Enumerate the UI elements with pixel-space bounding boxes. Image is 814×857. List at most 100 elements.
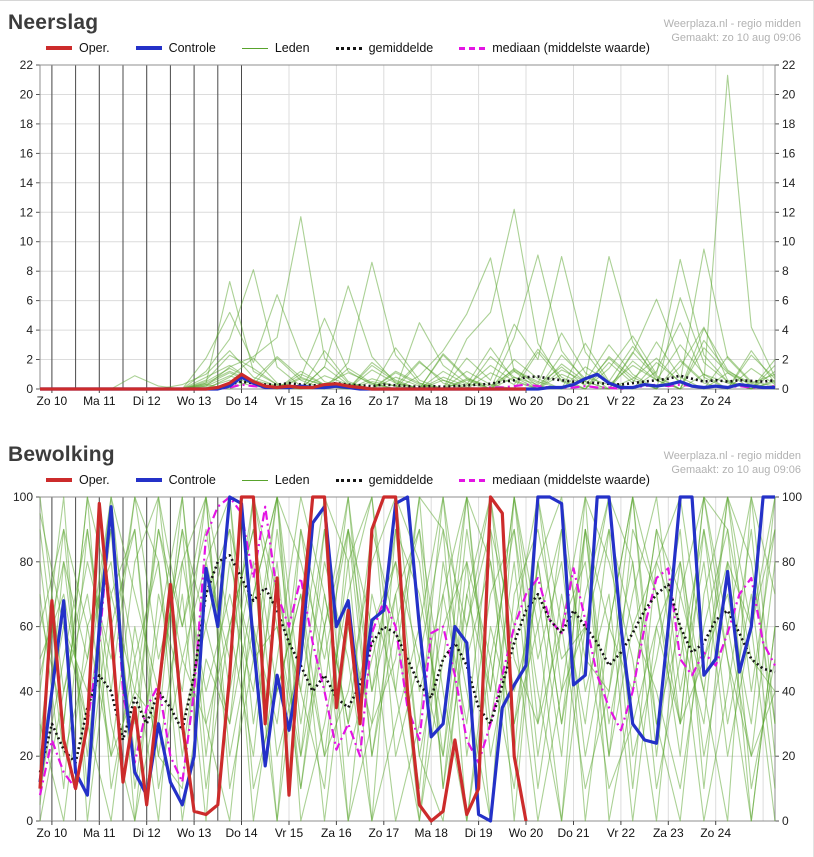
leden-line xyxy=(40,208,776,390)
axis-tick-label: Zo 17 xyxy=(368,394,399,408)
legend-item-mediaan: mediaan (middelste waarde) xyxy=(459,41,650,55)
axis-tick-label: Di 12 xyxy=(133,394,161,408)
legend-item-oper: Oper. xyxy=(46,41,110,55)
axis-tick-label: Za 23 xyxy=(653,826,684,840)
leden-line xyxy=(39,496,776,822)
legend-item-controle: Controle xyxy=(135,473,216,487)
legend-label-gemiddelde: gemiddelde xyxy=(368,473,434,487)
axis-tick-label: Vr 22 xyxy=(607,826,636,840)
axis-tick-label: Ma 11 xyxy=(83,394,116,408)
axis-tick-label: Ma 18 xyxy=(415,394,449,408)
controle-line-sample-icon xyxy=(135,478,162,482)
mediaan-line-sample-icon xyxy=(459,46,486,50)
axis-tick-label: 100 xyxy=(13,491,33,504)
axis-tick-label: 6 xyxy=(26,294,33,308)
axis-tick-label: Za 23 xyxy=(653,394,684,408)
axis-tick-label: 14 xyxy=(20,176,34,190)
watermark-credit: Weerplaza.nl - regio midden Gemaakt: zo … xyxy=(664,450,801,477)
axis-tick-label: Wo 20 xyxy=(509,394,544,408)
axis-tick-label: Zo 17 xyxy=(368,826,399,840)
watermark-source: Weerplaza.nl - regio midden xyxy=(663,450,801,462)
gemiddelde-line xyxy=(40,374,776,391)
axis-tick-label: 0 xyxy=(26,814,33,828)
axis-tick-label: Za 16 xyxy=(321,394,352,408)
legend-label-mediaan: mediaan (middelste waarde) xyxy=(492,41,650,55)
axis-tick-label: 14 xyxy=(782,176,796,190)
legend-label-oper: Oper. xyxy=(79,473,110,487)
bewolking-chart-block: Bewolking Weerplaza.nl - regio midden Ge… xyxy=(0,433,813,843)
axis-tick-label: 22 xyxy=(782,59,796,72)
axis-tick-label: 40 xyxy=(782,684,796,698)
plot-border xyxy=(39,64,776,390)
legend-item-controle: Controle xyxy=(135,41,216,55)
axis-tick-label: Ma 18 xyxy=(415,826,449,840)
axis-tick-label: 10 xyxy=(782,235,796,249)
axis-tick-label: 20 xyxy=(20,749,34,763)
axis-tick-label: Zo 10 xyxy=(37,394,68,408)
leden-line xyxy=(39,496,776,822)
axis-tick-label: Vr 15 xyxy=(275,826,304,840)
controle-line-sample-icon xyxy=(135,46,162,50)
axis-tick-label: 22 xyxy=(20,59,34,72)
legend-label-controle: Controle xyxy=(168,473,216,487)
legend-label-leden: Leden xyxy=(274,473,310,487)
axis-tick-label: Zo 24 xyxy=(700,826,731,840)
axis-tick-label: 0 xyxy=(26,382,33,396)
oper-line xyxy=(38,495,528,823)
axis-tick-label: Do 14 xyxy=(225,826,257,840)
axis-tick-label: 20 xyxy=(782,87,796,101)
axis-tick-label: 6 xyxy=(782,294,789,308)
mediaan-line xyxy=(38,495,776,796)
axis-tick-label: 20 xyxy=(20,87,34,101)
axis-tick-label: 18 xyxy=(20,117,34,131)
gemiddelde-line-sample-icon xyxy=(335,478,362,482)
neerslag-chart-wrap: Weerplaza.nl - regio midden Gemaakt: zo … xyxy=(0,18,813,411)
axis-tick-label: 10 xyxy=(20,235,34,249)
axis-tick-label: Vr 15 xyxy=(275,394,304,408)
leden-line xyxy=(40,74,776,390)
axis-tick-label: Di 12 xyxy=(133,826,161,840)
axis-tick-label: 16 xyxy=(782,146,796,160)
leden-line xyxy=(39,496,776,822)
watermark-made-at: Gemaakt: zo 10 aug 09:06 xyxy=(671,463,801,476)
axis-tick-label: 4 xyxy=(26,323,33,337)
axis-tick-label: Wo 13 xyxy=(177,394,212,408)
mediaan-line-sample-icon xyxy=(459,478,486,482)
legend-bewolking: Oper. Controle Leden gemiddelde mediaan … xyxy=(46,469,813,491)
controle-line xyxy=(38,495,775,823)
watermark-made-at: Gemaakt: zo 10 aug 09:06 xyxy=(671,31,801,44)
axis-tick-label: Vr 22 xyxy=(607,394,636,408)
axis-tick-label: Za 16 xyxy=(321,826,352,840)
axis-tick-label: 20 xyxy=(782,749,796,763)
axis-tick-label: 2 xyxy=(782,353,789,367)
oper-line xyxy=(40,372,526,391)
axis-tick-label: 12 xyxy=(20,205,34,219)
legend-item-leden: Leden xyxy=(241,41,310,55)
axis-tick-label: Do 21 xyxy=(557,394,589,408)
chart-title-bewolking: Bewolking xyxy=(8,443,115,466)
axis-tick-label: Zo 10 xyxy=(37,826,68,840)
leden-line xyxy=(40,294,776,390)
axis-tick-label: 8 xyxy=(26,264,33,278)
legend-item-leden: Leden xyxy=(241,473,310,487)
legend-label-mediaan: mediaan (middelste waarde) xyxy=(492,473,650,487)
axis-tick-label: 80 xyxy=(20,555,34,569)
axis-tick-label: 4 xyxy=(782,323,789,337)
oper-line-sample-icon xyxy=(46,46,72,50)
axis-tick-label: Di 19 xyxy=(465,394,493,408)
legend-label-leden: Leden xyxy=(274,41,310,55)
axis-tick-label: 60 xyxy=(20,620,34,634)
axis-tick-label: 12 xyxy=(782,205,796,219)
axis-tick-label: 18 xyxy=(782,117,796,131)
legend-item-mediaan: mediaan (middelste waarde) xyxy=(459,473,650,487)
watermark-source: Weerplaza.nl - regio midden xyxy=(663,18,801,30)
chart-title-neerslag: Neerslag xyxy=(8,11,99,34)
legend-item-gemiddelde: gemiddelde xyxy=(335,473,434,487)
gemiddelde-line-sample-icon xyxy=(335,46,362,50)
axis-tick-label: 100 xyxy=(782,491,802,504)
legend-neerslag: Oper. Controle Leden gemiddelde mediaan … xyxy=(46,37,813,59)
axis-tick-label: 16 xyxy=(20,146,34,160)
legend-label-gemiddelde: gemiddelde xyxy=(368,41,434,55)
